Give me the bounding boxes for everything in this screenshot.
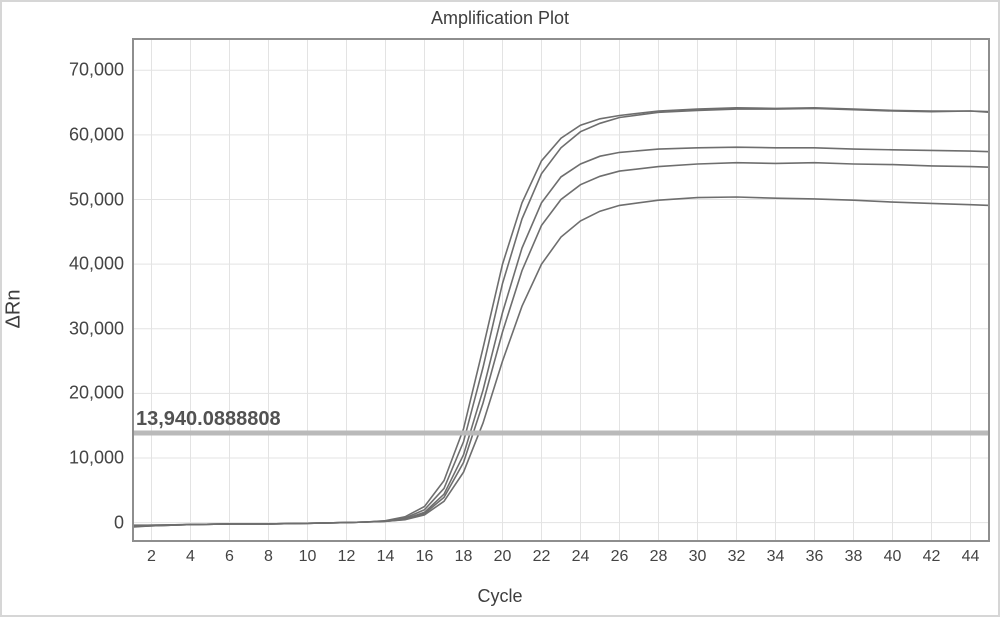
curve-2 — [132, 108, 990, 527]
x-tick-label: 10 — [299, 548, 317, 566]
x-tick-label: 4 — [186, 548, 195, 566]
y-tick-label: 0 — [114, 512, 124, 533]
x-tick-label: 2 — [147, 548, 156, 566]
curve-4 — [132, 163, 990, 526]
x-tick-label: 34 — [767, 548, 785, 566]
x-tick-label: 26 — [611, 548, 629, 566]
curve-3 — [132, 147, 990, 526]
x-tick-label: 32 — [728, 548, 746, 566]
y-tick-label: 70,000 — [69, 60, 124, 81]
x-tick-label: 38 — [845, 548, 863, 566]
x-tick-label: 20 — [494, 548, 512, 566]
plot-svg — [132, 38, 990, 542]
x-tick-label: 14 — [377, 548, 395, 566]
y-tick-label: 40,000 — [69, 254, 124, 275]
y-tick-label: 30,000 — [69, 318, 124, 339]
chart-container: Amplification Plot ΔRn Cycle 13,940.0888… — [0, 0, 1000, 617]
x-tick-label: 42 — [923, 548, 941, 566]
y-tick-label: 10,000 — [69, 448, 124, 469]
curve-5 — [132, 197, 990, 525]
x-tick-label: 22 — [533, 548, 551, 566]
threshold-label: 13,940.0888808 — [136, 408, 281, 431]
y-axis-label: ΔRn — [3, 289, 26, 328]
x-tick-label: 8 — [264, 548, 273, 566]
x-tick-label: 36 — [806, 548, 824, 566]
x-tick-label: 44 — [962, 548, 980, 566]
y-tick-label: 50,000 — [69, 189, 124, 210]
x-tick-label: 24 — [572, 548, 590, 566]
x-axis-label: Cycle — [2, 586, 998, 607]
x-tick-label: 30 — [689, 548, 707, 566]
y-tick-label: 20,000 — [69, 383, 124, 404]
y-tick-label: 60,000 — [69, 124, 124, 145]
x-tick-label: 40 — [884, 548, 902, 566]
x-tick-label: 6 — [225, 548, 234, 566]
x-tick-label: 12 — [338, 548, 356, 566]
curve-1 — [132, 108, 990, 527]
x-tick-label: 28 — [650, 548, 668, 566]
x-tick-label: 16 — [416, 548, 434, 566]
x-tick-label: 18 — [455, 548, 473, 566]
chart-title: Amplification Plot — [2, 8, 998, 29]
plot-area: 13,940.0888808 010,00020,00030,00040,000… — [132, 38, 990, 542]
threshold-line — [132, 430, 990, 435]
